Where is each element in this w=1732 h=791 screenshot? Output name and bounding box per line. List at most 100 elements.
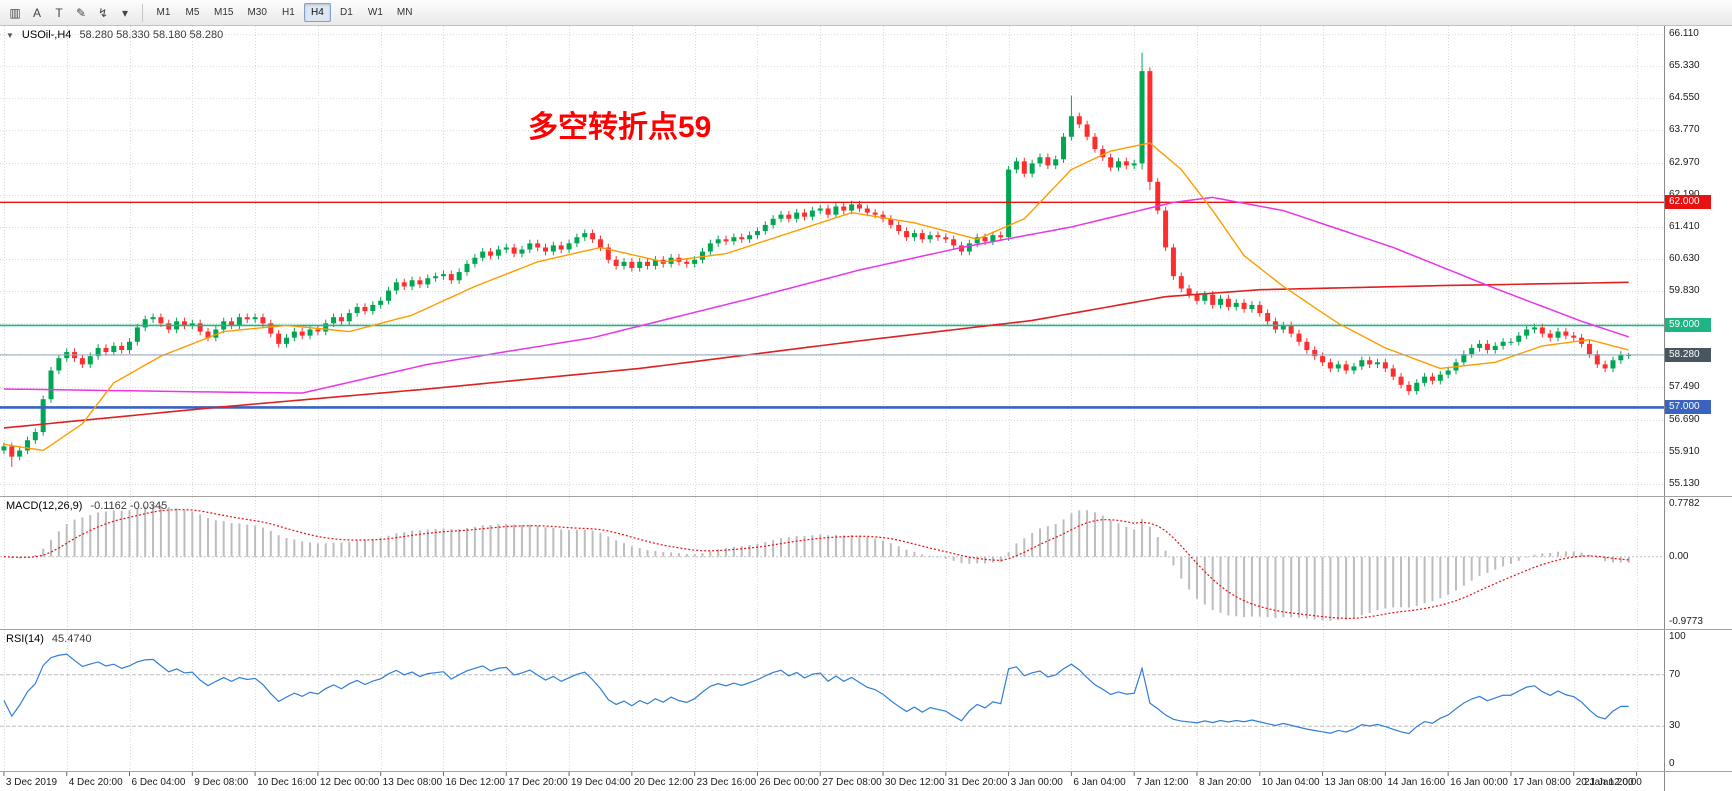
price-axis-label: 64.550 — [1669, 91, 1700, 103]
pencil-tool-icon[interactable]: ✎ — [75, 5, 87, 20]
time-axis-label: 3 Dec 2019 — [5, 777, 58, 788]
macd-axis-label: 0.7782 — [1669, 498, 1700, 509]
price-axis-label: 61.410 — [1669, 220, 1700, 232]
price-axis-label: 57.490 — [1669, 381, 1700, 393]
price-axis-label: 59.830 — [1669, 285, 1700, 297]
template-tool-icon[interactable]: T — [55, 5, 63, 20]
time-axis-label: 9 Dec 08:00 — [194, 777, 249, 788]
time-axis-ticks — [3, 772, 1638, 776]
timeframe-button-mn[interactable]: MN — [396, 7, 413, 18]
support-line-57-tag: 57.000 — [1665, 400, 1711, 415]
macd-axis-label: 0.00 — [1669, 550, 1689, 562]
macd-header: MACD(12,26,9) -0.1162 -0.0345 — [6, 500, 167, 512]
time-axis-label: 8 Jan 20:00 — [1198, 777, 1252, 788]
toolbar-tools-group: ▥ A T ✎ ↯ ▾ — [4, 3, 136, 23]
chart-workspace: ▼ USOil-,H4 58.280 58.330 58.180 58.280 … — [0, 26, 1732, 791]
time-axis-label: 21 Jan 20:00 — [1584, 777, 1642, 788]
price-chart-plot[interactable]: ▼ USOil-,H4 58.280 58.330 58.180 58.280 … — [0, 26, 1664, 496]
timeframe-button-h4[interactable]: H4 — [303, 3, 331, 22]
price-chart-canvas[interactable] — [0, 26, 1664, 496]
toolbar: ▥ A T ✎ ↯ ▾ M1 M5 M15 M30 H1 H4 D1 W1 MN — [0, 0, 1732, 26]
price-axis-label: 65.330 — [1669, 59, 1700, 71]
macd-axis-label: -0.9773 — [1669, 616, 1703, 627]
time-axis-label: 14 Jan 16:00 — [1387, 777, 1446, 788]
rsi-indicator-plot[interactable]: RSI(14) 45.4740 — [0, 630, 1664, 771]
price-axis[interactable]: 66.110 65.330 64.550 63.770 62.970 62.190 61.4… — [1664, 26, 1732, 496]
time-axis-label: 6 Dec 04:00 — [131, 777, 186, 788]
macd-indicator-plot[interactable]: MACD(12,26,9) -0.1162 -0.0345 — [0, 497, 1664, 629]
price-panel-row: ▼ USOil-,H4 58.280 58.330 58.180 58.280 … — [0, 26, 1732, 496]
time-axis-label: 13 Dec 08:00 — [382, 777, 443, 788]
time-axis-label: 3 Jan 00:00 — [1010, 777, 1063, 788]
price-axis-label: 55.130 — [1669, 478, 1700, 490]
rsi-axis-label: 0 — [1669, 758, 1675, 769]
time-axis-label: 17 Jan 08:00 — [1512, 777, 1571, 788]
rsi-label: RSI(14) — [6, 633, 44, 645]
panel-separator[interactable] — [0, 771, 1732, 772]
ma-fast-orange — [3, 142, 1629, 452]
timeframe-button-h1[interactable]: H1 — [282, 7, 295, 18]
price-axis-label: 62.190 — [1669, 188, 1700, 200]
candles-layer — [1, 52, 1632, 467]
timeframe-button-w1[interactable]: W1 — [367, 7, 383, 18]
macd-panel-row: MACD(12,26,9) -0.1162 -0.0345 0.7782 0.00… — [0, 497, 1732, 629]
price-axis-label: 66.110 — [1669, 27, 1699, 39]
price-axis-label: 55.910 — [1669, 446, 1700, 458]
macd-signal-line — [3, 509, 1629, 619]
macd-label: MACD(12,26,9) — [6, 500, 83, 512]
rsi-line — [3, 653, 1629, 735]
panel-separator[interactable] — [0, 629, 1732, 630]
support-line-59-tag: 59.000 — [1665, 318, 1711, 333]
chart-header: ▼ USOil-,H4 58.280 58.330 58.180 58.280 — [6, 29, 223, 41]
price-axis-label: 60.630 — [1669, 252, 1700, 264]
chart-grid-icon[interactable]: ▥ — [9, 5, 21, 20]
time-axis-label: 30 Dec 12:00 — [885, 777, 945, 788]
zigzag-indicator-icon[interactable]: ↯ — [97, 5, 109, 20]
timeframe-button-m5[interactable]: M5 — [185, 7, 200, 18]
tools-dropdown-caret-icon[interactable]: ▾ — [121, 5, 129, 20]
macd-axis[interactable]: 0.7782 0.00 -0.9773 — [1664, 497, 1732, 629]
time-axis-label: 16 Dec 12:00 — [445, 777, 505, 788]
rsi-panel-row: RSI(14) 45.4740 100 70 30 0 — [0, 630, 1732, 771]
price-axis-label: 56.690 — [1669, 414, 1700, 426]
time-axis-label: 26 Dec 00:00 — [759, 777, 819, 788]
rsi-canvas[interactable] — [0, 630, 1664, 771]
time-axis-label: 6 Jan 04:00 — [1073, 777, 1126, 788]
symbol-collapse-icon[interactable]: ▼ — [6, 31, 14, 40]
time-axis-label: 16 Jan 00:00 — [1450, 777, 1508, 788]
ma-slow-red — [3, 281, 1629, 429]
rsi-value: 45.4740 — [51, 633, 92, 645]
rsi-axis[interactable]: 100 70 30 0 — [1664, 630, 1732, 771]
timeframe-button-m30[interactable]: M30 — [247, 7, 267, 18]
time-axis-label: 4 Dec 20:00 — [68, 777, 123, 788]
time-axis-label: 13 Jan 08:00 — [1324, 777, 1383, 788]
time-axis-label: 12 Dec 00:00 — [319, 777, 380, 788]
time-axis-label: 10 Dec 16:00 — [257, 777, 317, 788]
time-axis-label: 27 Dec 08:00 — [822, 777, 882, 788]
price-axis-label: 62.970 — [1669, 156, 1700, 168]
resistance-line-62-tag: 62.000 — [1665, 195, 1711, 210]
timeframe-button-group: M1 M5 M15 M30 H1 H4 D1 W1 MN — [149, 3, 419, 22]
ma-mid-magenta — [3, 196, 1629, 394]
ohlc-values: 58.280 58.330 58.180 58.280 — [79, 29, 224, 41]
panel-separator[interactable] — [0, 496, 1732, 497]
rsi-axis-label: 70 — [1669, 668, 1681, 680]
timeframe-button-m15[interactable]: M15 — [214, 7, 234, 18]
rsi-axis-label: 30 — [1669, 720, 1681, 732]
timeframe-button-d1[interactable]: D1 — [340, 7, 353, 18]
symbol-timeframe-label: USOil-,H4 — [21, 29, 72, 41]
macd-values: -0.1162 -0.0345 — [90, 500, 168, 512]
text-label-tool-icon[interactable]: A — [32, 5, 41, 20]
time-axis[interactable]: 3 Dec 2019 4 Dec 20:00 6 Dec 04:00 9 Dec 08… — [0, 772, 1664, 791]
time-axis-row: 3 Dec 2019 4 Dec 20:00 6 Dec 04:00 9 Dec 08… — [0, 772, 1732, 791]
price-axis-label: 63.770 — [1669, 123, 1700, 135]
axis-corner — [1664, 772, 1732, 791]
time-axis-label: 20 Jan 12:00 — [1575, 777, 1634, 788]
macd-canvas[interactable] — [0, 497, 1664, 629]
tool-separator — [142, 3, 143, 22]
timeframe-button-m1[interactable]: M1 — [156, 7, 171, 18]
chart-text-annotation[interactable]: 多空转折点59 — [528, 111, 712, 144]
time-axis-label: 23 Dec 16:00 — [696, 777, 757, 788]
grid-layer — [0, 26, 1664, 496]
